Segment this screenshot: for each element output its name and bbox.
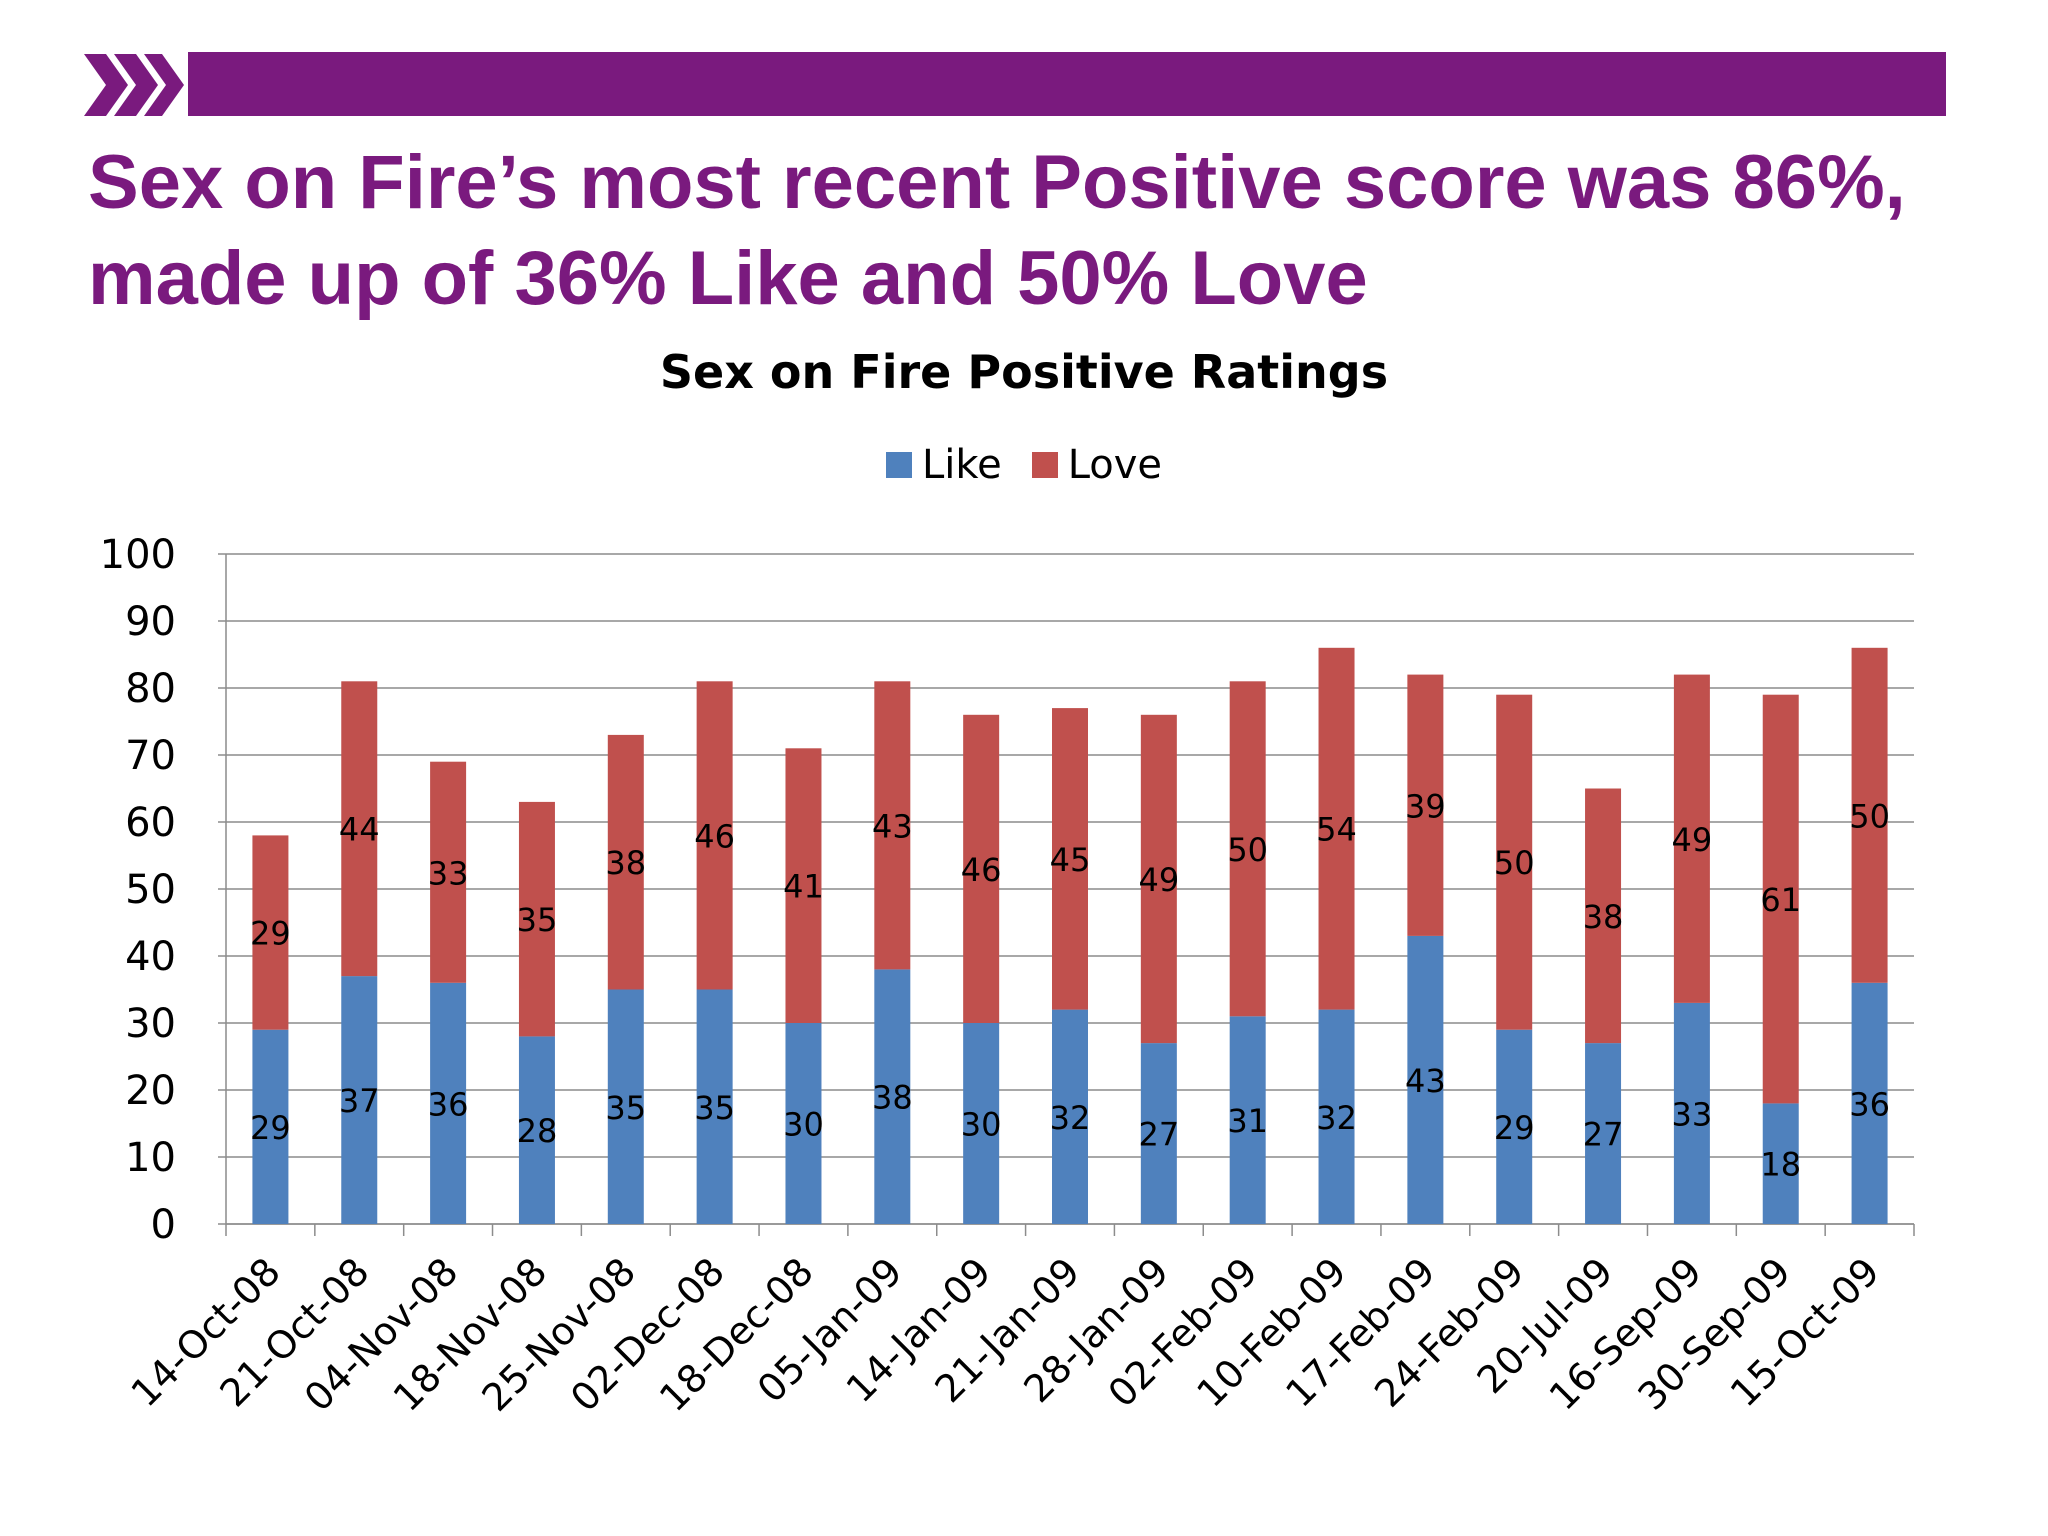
y-tick-label: 20 <box>125 1068 176 1114</box>
bar-like <box>607 989 644 1224</box>
chart-legend: Like Love <box>0 442 2048 488</box>
data-label-like: 38 <box>872 1079 913 1117</box>
data-label-like: 18 <box>1760 1146 1801 1184</box>
data-label-love: 50 <box>1494 844 1535 882</box>
y-tick-label: 60 <box>125 800 176 846</box>
bar-like <box>785 1023 822 1224</box>
bar-love <box>1229 681 1266 1017</box>
data-label-like: 36 <box>428 1085 469 1123</box>
data-label-like: 28 <box>517 1112 558 1150</box>
bar-love <box>696 681 733 990</box>
data-label-like: 37 <box>339 1082 380 1120</box>
bar-like <box>1673 1002 1710 1224</box>
data-label-love: 29 <box>250 915 291 953</box>
bar-love <box>1407 674 1444 936</box>
bar-love <box>430 761 467 983</box>
y-tick-label: 90 <box>125 599 176 645</box>
data-label-love: 38 <box>1583 898 1624 936</box>
bar-love <box>874 681 911 970</box>
bar-love <box>785 748 822 1023</box>
y-tick-label: 10 <box>125 1135 176 1181</box>
data-label-love: 46 <box>694 817 735 855</box>
bar-love <box>1318 647 1355 1010</box>
data-label-love: 35 <box>517 901 558 939</box>
bar-like <box>963 1023 1000 1224</box>
bar-like <box>1052 1009 1088 1224</box>
data-label-like: 43 <box>1405 1062 1446 1100</box>
data-label-love: 46 <box>961 851 1002 889</box>
data-label-love: 38 <box>605 844 646 882</box>
bar-like <box>341 976 378 1224</box>
bar-like <box>1585 1043 1622 1224</box>
data-label-like: 33 <box>1672 1095 1713 1133</box>
bar-like <box>1318 1009 1355 1224</box>
y-tick-label: 70 <box>125 733 176 779</box>
data-label-love: 39 <box>1405 787 1446 825</box>
bar-like <box>1496 1029 1533 1224</box>
data-label-like: 30 <box>961 1106 1002 1144</box>
bar-love <box>1762 694 1799 1104</box>
legend-swatch-love <box>1031 452 1058 478</box>
bar-love <box>1496 694 1533 1030</box>
data-label-like: 30 <box>783 1106 824 1144</box>
data-label-like: 35 <box>605 1089 646 1127</box>
data-label-love: 50 <box>1227 831 1268 869</box>
bar-love <box>607 734 644 990</box>
data-label-like: 27 <box>1138 1116 1179 1154</box>
bar-like <box>430 982 467 1224</box>
stacked-bar-chart: 0102030405060708090100292914-Oct-0837442… <box>100 532 1915 1420</box>
bar-like <box>874 969 911 1224</box>
data-label-love: 45 <box>1050 841 1091 879</box>
data-label-love: 61 <box>1760 881 1801 919</box>
bar-love <box>1673 674 1710 1003</box>
header-bar <box>188 52 1946 116</box>
data-label-love: 44 <box>339 811 380 849</box>
bar-like <box>1140 1043 1177 1224</box>
bar-love <box>518 801 555 1037</box>
legend-label-like: Like <box>921 442 1002 488</box>
chevrons-icon <box>84 54 184 116</box>
chart-title: Sex on Fire Positive Ratings <box>659 345 1389 399</box>
bar-love <box>1585 788 1622 1044</box>
bar-love <box>1851 647 1888 983</box>
bar-love <box>1140 714 1177 1044</box>
data-label-love: 49 <box>1138 861 1179 899</box>
bar-like <box>1229 1016 1266 1224</box>
y-tick-label: 50 <box>125 867 176 913</box>
data-label-love: 49 <box>1672 821 1713 859</box>
y-tick-label: 30 <box>125 1001 176 1047</box>
data-label-like: 31 <box>1227 1102 1268 1140</box>
legend-label-love: Love <box>1067 442 1163 488</box>
data-label-like: 29 <box>1494 1109 1535 1147</box>
data-label-like: 36 <box>1849 1085 1890 1123</box>
data-label-like: 32 <box>1316 1099 1357 1137</box>
data-label-love: 54 <box>1316 811 1357 849</box>
data-label-like: 32 <box>1050 1099 1091 1137</box>
bar-like <box>1407 935 1444 1224</box>
bar-like <box>518 1036 555 1224</box>
bar-love <box>963 714 1000 1023</box>
data-label-like: 35 <box>694 1089 735 1127</box>
data-label-love: 41 <box>783 868 824 906</box>
bar-love <box>341 681 378 977</box>
bar-like <box>1851 982 1888 1224</box>
bar-like <box>1762 1103 1799 1224</box>
bar-love <box>252 835 289 1030</box>
bar-like <box>696 989 733 1224</box>
bar-love <box>1052 708 1088 1010</box>
data-label-love: 50 <box>1849 797 1890 835</box>
bar-like <box>252 1029 289 1224</box>
y-tick-label: 100 <box>100 532 176 578</box>
headline: Sex on Fire’s most recent Positive score… <box>88 140 1906 321</box>
data-label-like: 29 <box>250 1109 291 1147</box>
y-tick-label: 0 <box>151 1202 176 1248</box>
data-label-love: 33 <box>428 854 469 892</box>
legend-swatch-like <box>885 452 912 478</box>
data-label-love: 43 <box>872 807 913 845</box>
y-tick-label: 80 <box>125 666 176 712</box>
data-label-like: 27 <box>1583 1116 1624 1154</box>
legend-item-like: Like <box>885 442 1002 488</box>
y-tick-label: 40 <box>125 934 176 980</box>
legend-item-love: Love <box>1031 442 1163 488</box>
